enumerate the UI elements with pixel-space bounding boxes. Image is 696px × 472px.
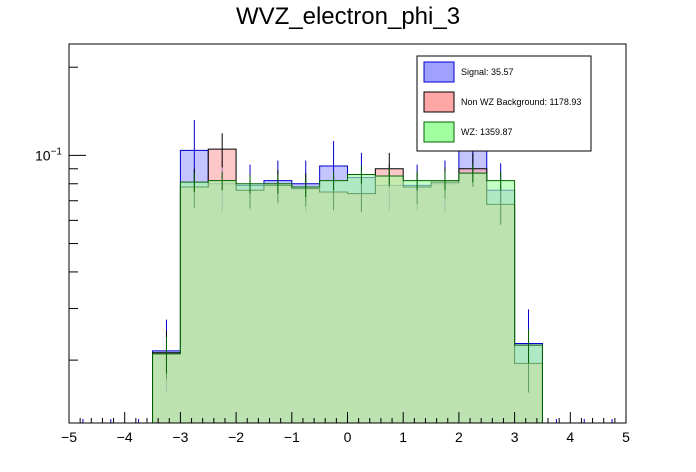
series-wz: [152, 164, 543, 423]
x-tick-label: −3: [172, 429, 188, 445]
legend-label-signal: Signal: 35.57: [461, 67, 514, 77]
wz-bar: [347, 174, 376, 423]
x-tick-label: 4: [566, 429, 574, 445]
wz-bar: [180, 182, 209, 423]
x-tick-label: 0: [344, 429, 352, 445]
x-tick-label: −2: [228, 429, 244, 445]
x-tick-label: 2: [455, 429, 463, 445]
x-tick-label: −4: [117, 429, 133, 445]
legend-label-wz: WZ: 1359.87: [461, 127, 513, 137]
chart-title: WVZ_electron_phi_3: [236, 3, 460, 30]
x-tick-label: −5: [61, 429, 77, 445]
empty-bin-markers: [82, 419, 613, 423]
wz-bar: [236, 183, 264, 423]
wz-bar: [431, 180, 459, 423]
wz-bar: [208, 180, 237, 423]
wz-bar: [486, 180, 515, 423]
legend-swatch-non-wz-background: [423, 91, 455, 113]
x-axis: −5 −4 −3 −2 −1 0 1 2 3 4 5: [61, 412, 630, 445]
x-tick-label: 1: [399, 429, 407, 445]
wz-bar: [263, 183, 292, 423]
wz-outline: [152, 172, 543, 423]
wz-bar: [458, 173, 487, 423]
wz-bar: [319, 180, 348, 423]
wz-bar: [375, 176, 404, 423]
x-tick-label: 3: [511, 429, 519, 445]
legend-swatch-wz: [423, 121, 455, 143]
y-axis: 10−1: [35, 66, 86, 361]
x-tick-label: −1: [284, 429, 300, 445]
histogram-layer: [82, 120, 613, 423]
legend: Signal: 35.57 Non WZ Background: 1178.93 W…: [416, 55, 592, 152]
x-tick-label: 5: [622, 429, 630, 445]
legend-swatch-signal: [423, 61, 455, 83]
y-tick-label: 10−1: [35, 146, 62, 163]
wz-bar: [291, 186, 320, 423]
wz-bar: [403, 180, 432, 423]
legend-label-non-wz-background: Non WZ Background: 1178.93: [461, 97, 581, 107]
